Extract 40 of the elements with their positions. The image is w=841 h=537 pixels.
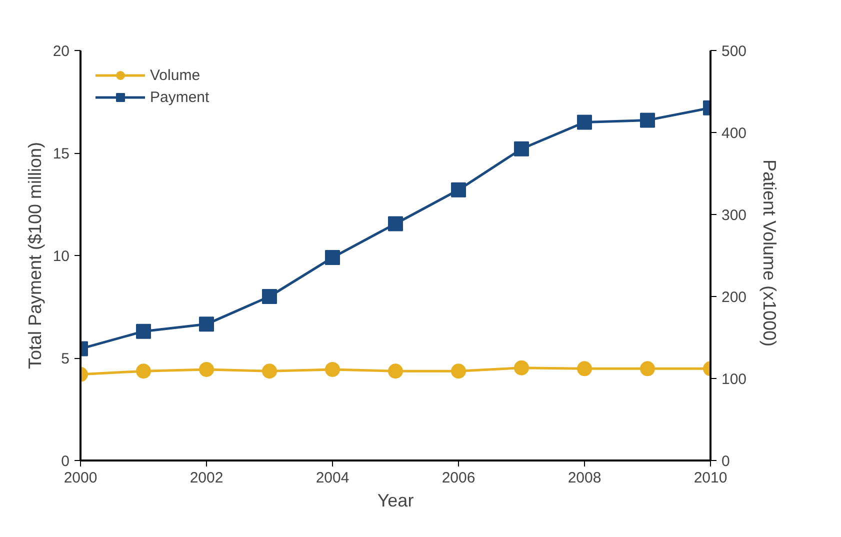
point [640, 361, 655, 376]
x-tick-label: 2000 [64, 470, 98, 486]
x-tick-label: 2002 [190, 470, 224, 486]
point [388, 364, 403, 379]
point [325, 250, 340, 266]
legend-label: Payment [150, 88, 210, 106]
point [262, 289, 277, 304]
x-tick-label: 2006 [442, 470, 476, 486]
x-tick-label: 2010 [694, 470, 728, 486]
point [325, 362, 340, 377]
point [640, 112, 655, 128]
y2-tick-label: 0 [722, 453, 730, 470]
y-tick-label: 10 [52, 248, 70, 265]
y-tick-label: 0 [61, 453, 70, 470]
y2-tick-label: 500 [722, 43, 747, 60]
point [136, 324, 151, 339]
point [451, 182, 466, 198]
point [199, 362, 214, 377]
point [577, 114, 592, 130]
x-axis-title: Year [377, 490, 414, 510]
point [199, 316, 214, 332]
point [577, 361, 592, 376]
y2-axis-title: Patient Volume (x1000) [760, 159, 780, 347]
x-tick-label: 2004 [316, 470, 350, 486]
y-tick-label: 15 [52, 146, 70, 162]
legend-label: Volume [150, 66, 200, 84]
point [136, 364, 151, 379]
y-tick-label: 20 [52, 43, 70, 60]
point [514, 141, 529, 156]
point [262, 364, 277, 379]
y2-tick-label: 400 [722, 125, 747, 142]
point [514, 360, 529, 376]
y2-tick-label: 100 [722, 371, 747, 388]
point [388, 216, 403, 232]
y-tick-label: 5 [61, 350, 70, 368]
point [451, 364, 466, 379]
y-axis-title: Total Payment ($100 million) [24, 142, 45, 370]
y2-tick-label: 200 [722, 289, 747, 306]
x-tick-label: 2008 [568, 470, 602, 486]
y2-tick-label: 300 [722, 207, 747, 224]
